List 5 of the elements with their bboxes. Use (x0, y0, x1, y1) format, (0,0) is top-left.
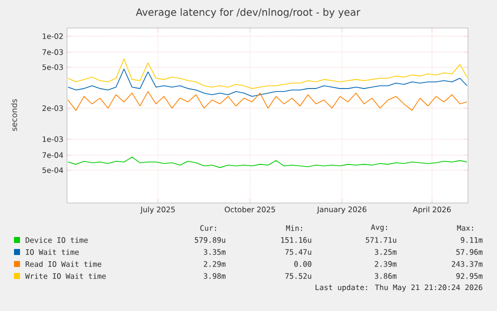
line-series (68, 91, 468, 111)
chart-title: Average latency for /dev/nlnog/root - by year (136, 8, 360, 18)
line-series (68, 68, 468, 97)
line-series (68, 156, 468, 168)
line-series (68, 58, 468, 89)
